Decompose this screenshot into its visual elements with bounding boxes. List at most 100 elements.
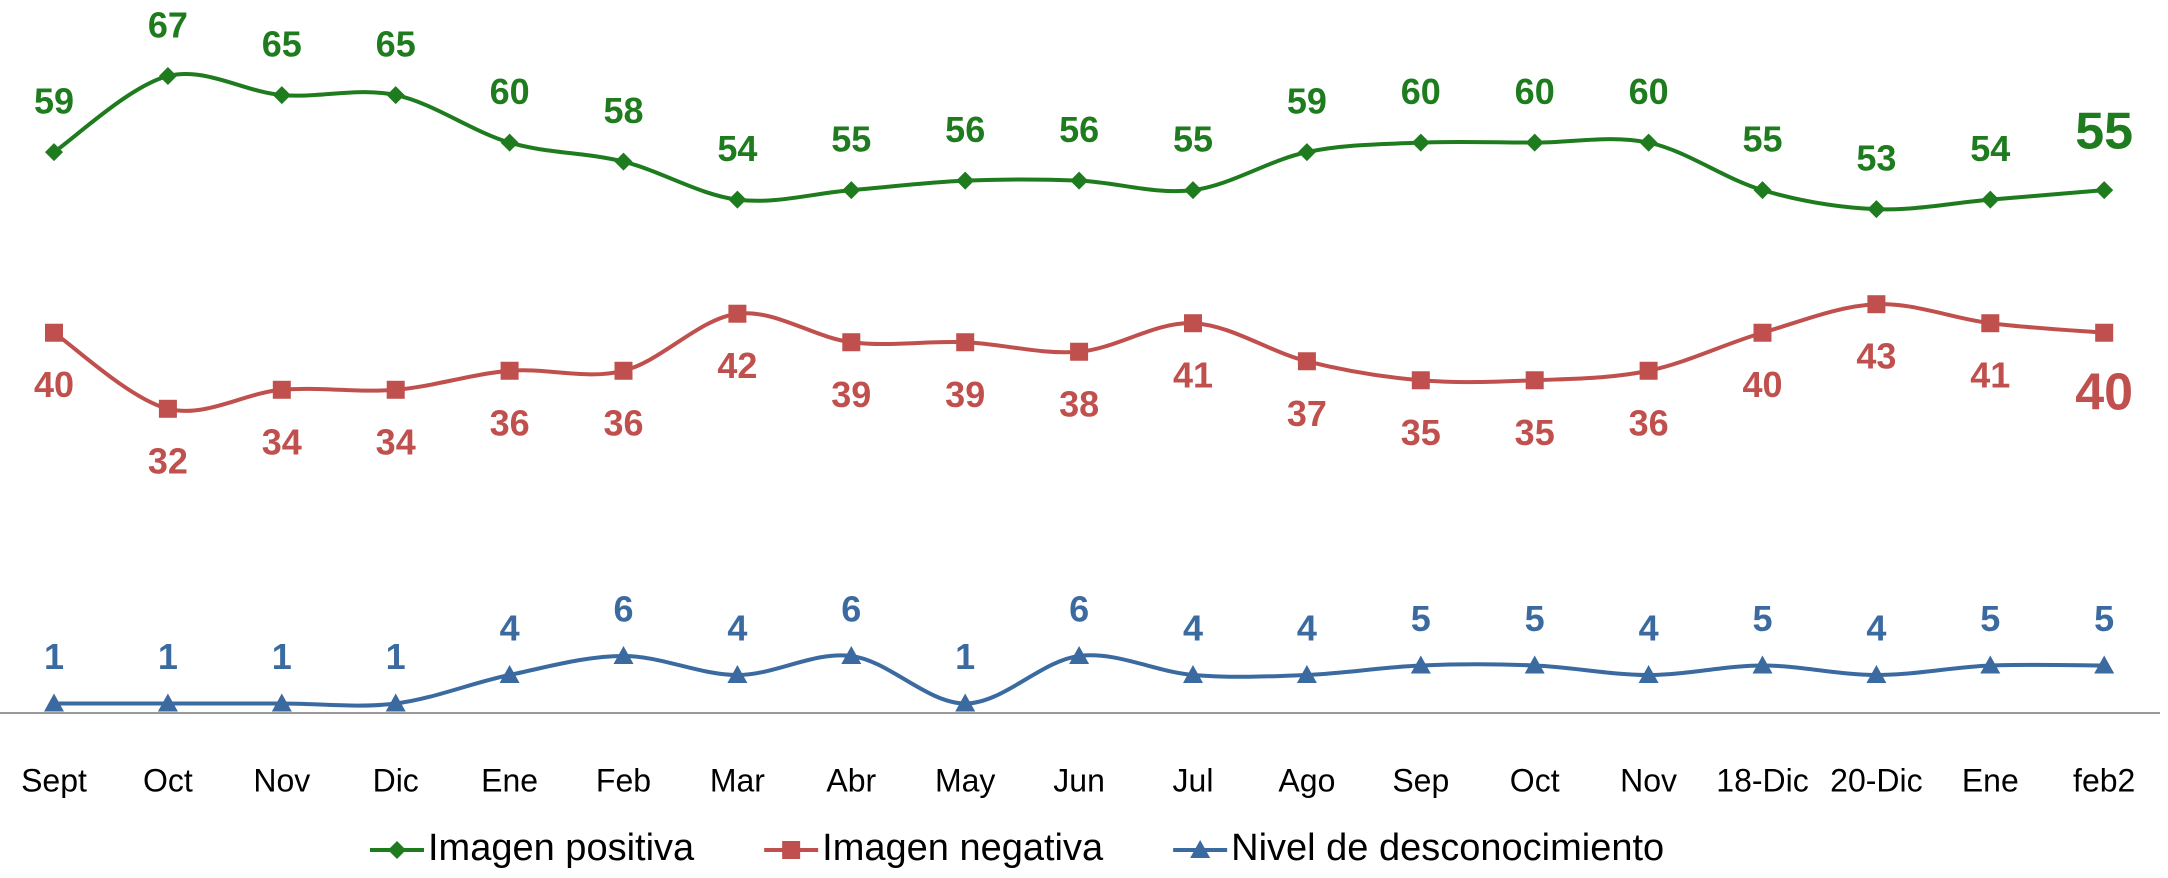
value-label: 60 <box>1401 71 1441 112</box>
marker <box>44 693 64 712</box>
legend-item: Imagen positiva <box>370 827 695 869</box>
value-label: 53 <box>1856 138 1896 179</box>
value-label: 1 <box>955 636 975 677</box>
series: 1 1 1 1 4 6 4 6 1 6 4 4 5 5 4 5 4 5 5 <box>44 588 2115 712</box>
value-label: 59 <box>1287 81 1327 122</box>
value-label: 40 <box>1742 364 1782 405</box>
marker <box>956 333 975 352</box>
marker <box>45 143 63 162</box>
marker <box>1867 295 1886 314</box>
x-tick-label: Sep <box>1392 762 1449 798</box>
value-label: 39 <box>831 374 871 415</box>
value-label: 42 <box>717 345 757 386</box>
value-label: 34 <box>262 421 302 462</box>
value-label: 1 <box>44 636 64 677</box>
value-label: 6 <box>1069 588 1089 629</box>
marker <box>1411 371 1430 390</box>
marker <box>1525 371 1544 390</box>
value-label: 55 <box>2075 103 2133 161</box>
value-label: 4 <box>727 607 747 648</box>
marker <box>2095 323 2114 342</box>
marker <box>1639 133 1658 152</box>
value-label: 35 <box>1401 412 1441 453</box>
marker <box>386 380 405 399</box>
value-label: 54 <box>1970 128 2010 169</box>
value-label: 55 <box>1742 119 1782 160</box>
marker <box>1753 181 1772 200</box>
x-tick-label: Ene <box>1962 762 2019 798</box>
marker <box>1638 664 1659 683</box>
value-label: 5 <box>1525 598 1545 639</box>
marker <box>158 67 177 86</box>
marker <box>45 323 63 342</box>
marker <box>956 171 975 190</box>
marker <box>1867 200 1886 219</box>
marker <box>1981 314 2000 333</box>
value-label: 5 <box>1980 598 2000 639</box>
x-tick-label: Ene <box>481 762 538 798</box>
marker <box>955 693 976 712</box>
marker <box>1753 323 1772 342</box>
value-label: 56 <box>945 109 985 150</box>
marker <box>1752 655 1773 674</box>
marker <box>1297 352 1316 371</box>
value-label: 36 <box>490 402 530 443</box>
value-label: 60 <box>1515 71 1555 112</box>
marker <box>782 841 801 859</box>
x-tick-label: May <box>935 762 995 798</box>
value-label: 4 <box>500 607 520 648</box>
marker <box>386 86 405 105</box>
value-label: 36 <box>603 402 643 443</box>
x-tick-label: 20-Dic <box>1830 762 1922 798</box>
value-label: 36 <box>1629 402 1669 443</box>
marker <box>1296 664 1317 683</box>
x-tick-label: Nov <box>253 762 310 798</box>
x-tick-label: Jul <box>1173 762 1214 798</box>
value-label: 39 <box>945 374 985 415</box>
value-label: 41 <box>1970 355 2010 396</box>
legend-item: Nivel de desconocimiento <box>1173 827 1664 869</box>
marker <box>1980 655 2001 674</box>
legend-item: Imagen negativa <box>764 827 1104 869</box>
x-tick-label: Abr <box>826 762 876 798</box>
marker <box>1639 361 1658 380</box>
marker <box>1183 664 1203 683</box>
value-label: 55 <box>831 119 871 160</box>
marker <box>1184 181 1202 200</box>
marker <box>727 664 748 683</box>
legend-label: Imagen negativa <box>822 827 1104 869</box>
value-label: 58 <box>603 90 643 131</box>
marker <box>1525 133 1544 152</box>
x-tick-label: feb2 <box>2073 762 2135 798</box>
marker <box>272 86 291 105</box>
x-tick-label: Ago <box>1278 762 1335 798</box>
value-label: 6 <box>841 588 861 629</box>
legend-label: Nivel de desconocimiento <box>1231 827 1664 869</box>
marker <box>1069 645 1090 664</box>
marker <box>2095 181 2114 200</box>
marker <box>2094 655 2115 674</box>
x-tick-label: Oct <box>143 762 193 798</box>
value-label: 60 <box>1629 71 1669 112</box>
marker <box>1184 314 1202 333</box>
value-label: 67 <box>148 5 188 46</box>
marker <box>272 380 291 399</box>
value-label: 4 <box>1639 607 1659 648</box>
marker <box>1070 342 1089 361</box>
value-label: 6 <box>613 588 633 629</box>
series: 59 67 65 65 60 58 54 55 56 56 55 59 60 60 60 55 53 54 55 <box>34 5 2133 219</box>
series: 40 32 34 34 36 36 42 39 39 38 41 37 35 35 36 40 43 41 40 <box>34 295 2133 481</box>
value-label: 4 <box>1183 607 1203 648</box>
value-label: 5 <box>2094 598 2114 639</box>
x-tick-label: Nov <box>1620 762 1677 798</box>
value-label: 1 <box>272 636 292 677</box>
marker <box>1411 133 1430 152</box>
value-label: 34 <box>376 421 416 462</box>
value-label: 40 <box>2075 364 2133 422</box>
marker <box>1070 171 1089 190</box>
marker <box>271 693 292 712</box>
marker <box>499 664 520 683</box>
marker <box>385 693 406 712</box>
value-label: 55 <box>1173 119 1213 160</box>
